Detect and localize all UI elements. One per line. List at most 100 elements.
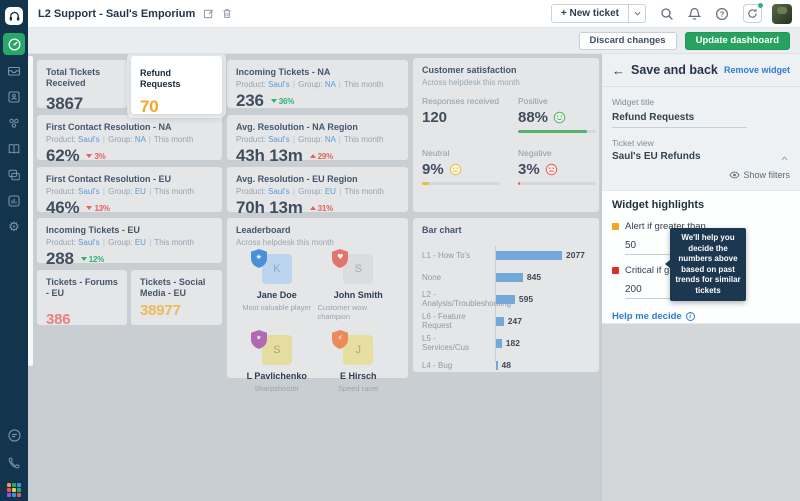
bar-label: L6 - Feature Request [422, 312, 466, 330]
sat-negative: Negative 3% [518, 148, 604, 185]
leaderboard-entry: K ★ Jane Doe Most valuable player [236, 249, 318, 321]
widget-bar-chart[interactable]: Bar chart L1 - How To's 2077 None 845 L2 - A… [413, 218, 599, 372]
bar-value: 182 [505, 338, 520, 348]
whats-new-icon[interactable] [743, 3, 763, 23]
headset-logo-icon[interactable] [5, 7, 23, 25]
bar-value: 247 [507, 316, 522, 326]
shield-badge-icon [250, 330, 267, 349]
alert-threshold-input[interactable] [625, 238, 677, 255]
trend-badge: 29% [309, 152, 333, 161]
bar-row: L6 - Feature Request 247 [422, 310, 593, 332]
widget-tickets-forums-eu[interactable]: Tickets - Forums - EU 386 [37, 270, 127, 328]
widget-title: Refund Requests [140, 68, 181, 89]
trend-badge: 13% [86, 204, 110, 213]
edit-icon[interactable] [203, 8, 214, 19]
bar-value: 595 [518, 294, 534, 304]
sidebar-item-dashboard[interactable] [3, 33, 25, 55]
whats-new-badge [758, 3, 763, 8]
discard-changes-button[interactable]: Discard changes [578, 31, 677, 50]
new-ticket-dropdown[interactable] [628, 5, 645, 22]
widget-leaderboard[interactable]: Leaderboard Across helpdesk this month K… [227, 218, 408, 393]
alert-color-swatch [612, 223, 619, 230]
help-icon[interactable]: ? [715, 7, 729, 21]
search-icon[interactable] [660, 7, 674, 21]
ticket-view-select[interactable]: Saul's EU Refunds [612, 148, 790, 166]
update-dashboard-button[interactable]: Update dashboard [684, 31, 790, 50]
remove-widget-link[interactable]: Remove widget [723, 65, 790, 75]
widget-value: 3867 [46, 94, 84, 113]
sidebar-item-solutions[interactable] [3, 138, 25, 160]
help-tooltip: We'll help you decide the numbers above … [665, 228, 746, 301]
widget-meta: Product: Saul's | Group: NA | This month [236, 80, 384, 89]
left-nav-rail: ⚙ [0, 0, 28, 501]
sidebar-item-contacts[interactable] [3, 86, 25, 108]
bar [496, 294, 515, 304]
new-ticket-label[interactable]: + New ticket [560, 8, 619, 19]
sidebar-item-admin[interactable]: ⚙ [3, 216, 25, 238]
widget-tickets-social-eu[interactable]: Tickets - Social Media - EU 38977 [131, 270, 222, 325]
bar-value: 2077 [566, 250, 585, 260]
widget-total-tickets[interactable]: Total Tickets Received 3867 [37, 60, 127, 113]
trash-icon[interactable] [222, 8, 232, 19]
widget-avg-resolution-eu[interactable]: Avg. Resolution - EU Region Product: Sau… [227, 167, 408, 217]
svg-text:?: ? [720, 9, 725, 18]
bar-row: L1 - How To's 2077 [422, 244, 593, 266]
bar-label: L2 - Analysis/Troubleshooting [422, 290, 512, 308]
bar [496, 338, 502, 348]
bar-row: L5 - Services/Cus 182 [422, 332, 593, 354]
bar-value: 845 [526, 272, 542, 282]
widget-fcr-na[interactable]: First Contact Resolution - NA Product: S… [37, 115, 222, 165]
shield-badge-icon [250, 249, 267, 268]
bell-icon[interactable] [687, 7, 702, 21]
sidebar-item-social[interactable] [3, 112, 25, 134]
smiley-negative-icon [545, 163, 557, 176]
bar-row: L2 - Analysis/Troubleshooting 595 [422, 288, 593, 310]
user-avatar[interactable] [772, 3, 792, 24]
bar-row: None 845 [422, 266, 593, 288]
widget-avg-resolution-na[interactable]: Avg. Resolution - NA Region Product: Sau… [227, 115, 408, 165]
help-me-decide-link[interactable]: Help me decide [612, 311, 682, 322]
bar [496, 272, 523, 282]
apps-grid-icon [7, 483, 21, 497]
top-header: L2 Support - Saul's Emporium + New ticke… [28, 0, 800, 28]
smiley-positive-icon [553, 111, 566, 124]
sat-negative-bar [518, 182, 596, 185]
new-ticket-button[interactable]: + New ticket [550, 4, 646, 23]
show-filters-link[interactable]: Show filters [612, 166, 790, 186]
shield-badge-icon [332, 249, 349, 268]
bar-label: L4 - Bug [422, 360, 453, 370]
highlights-title: Widget highlights [612, 199, 705, 211]
trend-badge: 12% [80, 255, 104, 264]
sidebar-item-analytics[interactable] [3, 190, 25, 212]
sidebar-item-apps[interactable] [3, 479, 25, 501]
trend-badge: 3% [86, 152, 106, 161]
widget-subtitle: Across helpdesk this month [422, 78, 520, 87]
leaderboard-entry: J ⚡ E Hirsch Speed racer [318, 330, 400, 393]
trend-badge: 36% [270, 97, 294, 106]
edit-toolbar: Discard changes Update dashboard [28, 28, 800, 54]
sat-neutral-bar [422, 182, 500, 185]
avatar: J [343, 335, 374, 365]
critical-threshold-input[interactable] [625, 282, 677, 299]
leaderboard-entry: S ✶ L Pavlichenko Sharpshooter [236, 330, 318, 393]
sidebar-item-tickets[interactable] [3, 60, 25, 82]
sidebar-item-forums[interactable] [3, 164, 25, 186]
widget-customer-satisfaction[interactable]: Customer satisfaction Across helpdesk th… [413, 58, 599, 212]
bar [496, 360, 498, 370]
widget-title-input[interactable] [612, 109, 747, 128]
sidebar-item-chat[interactable] [3, 424, 25, 446]
widget-value: 70 [140, 97, 159, 116]
widget-title: Incoming Tickets - NA [236, 67, 331, 77]
save-and-back-button[interactable]: Save and back [631, 63, 718, 77]
back-arrow-icon[interactable]: ← [612, 62, 625, 78]
avatar: S [343, 254, 374, 284]
widget-incoming-tickets-na[interactable]: Incoming Tickets - NA Product: Saul's | … [227, 60, 408, 110]
widget-fcr-eu[interactable]: First Contact Resolution - EU Product: S… [37, 167, 222, 217]
sat-positive: Positive 88% [518, 96, 604, 133]
bar-label: L1 - How To's [422, 250, 471, 260]
avatar: K [261, 254, 292, 284]
sidebar-item-phone[interactable] [3, 452, 25, 474]
widget-incoming-tickets-eu[interactable]: Incoming Tickets - EU Product: Saul's | … [37, 218, 222, 268]
widget-refund-requests-selected[interactable]: Refund Requests 70 [131, 56, 222, 116]
info-icon[interactable]: i [685, 312, 695, 321]
